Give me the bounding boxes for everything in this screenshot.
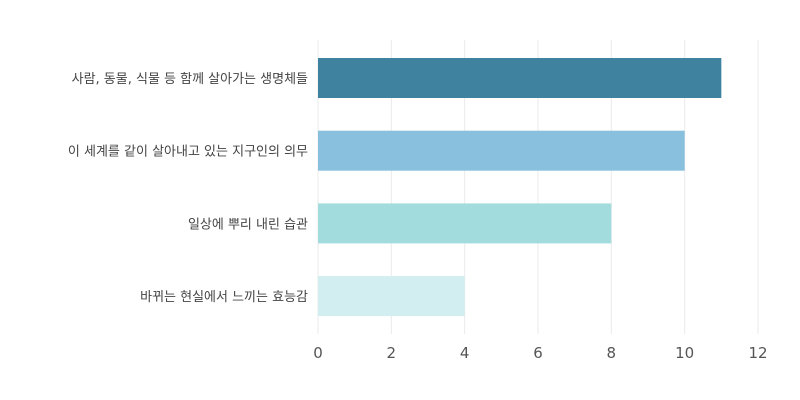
x-axis-tick-labels: 0 2 4 6 8 10 12	[313, 344, 767, 362]
bar-3[interactable]	[318, 203, 612, 244]
x-tick-label: 6	[533, 344, 543, 362]
x-tick-label: 2	[387, 344, 397, 362]
x-tick-label: 8	[607, 344, 617, 362]
x-tick-label: 12	[748, 344, 767, 362]
x-tick-label: 0	[313, 344, 323, 362]
category-label: 이 세계를 같이 살아내고 있는 지구인의 의무	[68, 145, 308, 160]
category-label: 사람, 동물, 식물 등 함께 살아가는 생명체들	[72, 72, 308, 87]
category-label: 일상에 뿌리 내린 습관	[188, 217, 308, 232]
bar-1[interactable]	[318, 58, 722, 98]
x-tick-label: 10	[675, 344, 694, 362]
bars	[318, 58, 722, 317]
bar-2[interactable]	[318, 130, 685, 171]
x-tick-label: 4	[460, 344, 470, 362]
category-label: 바뀌는 현실에서 느끼는 효능감	[140, 290, 308, 305]
bar-4[interactable]	[318, 276, 465, 317]
